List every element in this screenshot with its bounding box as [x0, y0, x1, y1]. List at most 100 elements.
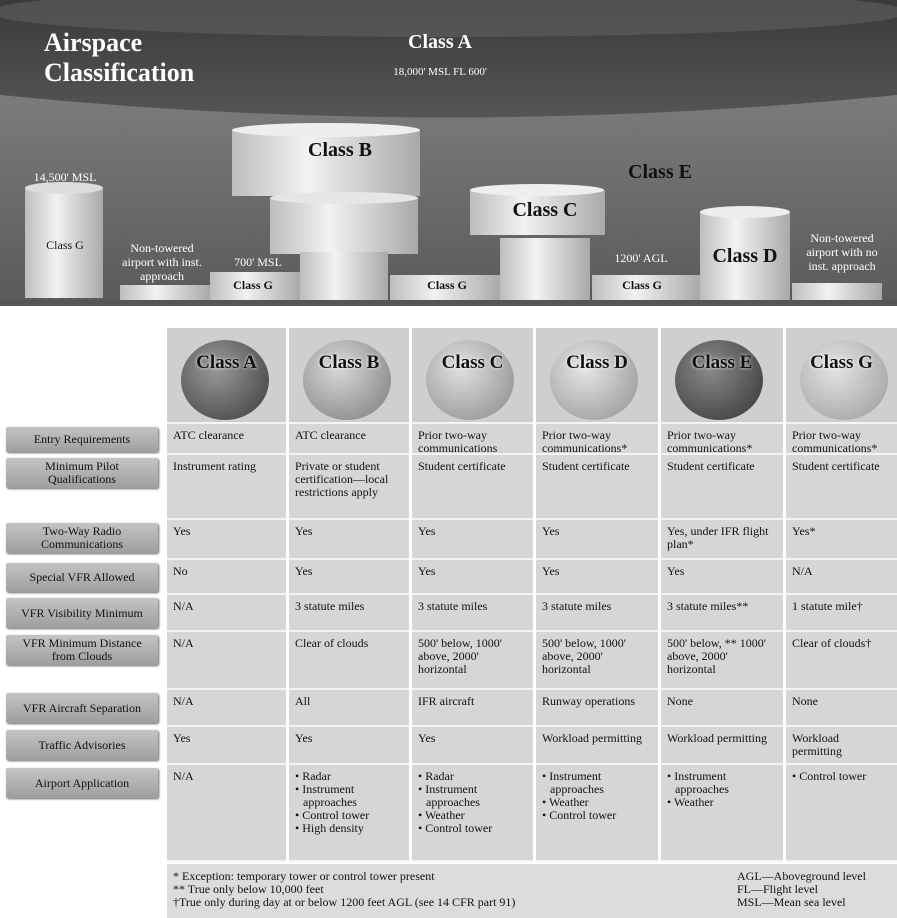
table-cell: 500' below, 1000' above, 2000' horizonta…	[536, 632, 658, 690]
table-cell: Yes	[289, 560, 409, 595]
table-cell: Workload permitting	[661, 727, 783, 765]
table-cell: None	[661, 690, 783, 727]
column-title: Class D	[566, 352, 628, 373]
table-cell: Yes	[412, 520, 533, 560]
column-header: Class C	[412, 328, 533, 424]
table-cell: Yes	[536, 520, 658, 560]
column-title: Class A	[196, 352, 257, 373]
table-cell: • Instrument approaches • Weather • Contro…	[536, 765, 658, 862]
column-title: Class C	[441, 352, 504, 373]
diagram-label: Class E	[628, 161, 692, 183]
diagram-label: 14,500' MSL	[33, 170, 97, 184]
list-item: • Weather	[542, 795, 589, 809]
table-cell: 3 statute miles	[536, 595, 658, 632]
class-icon	[426, 340, 514, 420]
column-title: Class G	[810, 352, 873, 373]
list-item: • Weather	[667, 795, 714, 809]
table-cell: N/A	[167, 632, 286, 690]
column-header: Class E	[661, 328, 783, 424]
diagram-label: Class G	[622, 278, 662, 292]
column-title: Class E	[691, 352, 753, 373]
footnote: AGL—Aboveground level	[737, 869, 866, 883]
table-cell: N/A	[167, 595, 286, 632]
diagram-label: Class A	[408, 31, 472, 53]
table-cell: IFR aircraft	[412, 690, 533, 727]
table-cell: ATC clearance	[167, 424, 286, 455]
column-header: Class A	[167, 328, 286, 424]
footnote: * Exception: temporary tower or control …	[173, 869, 435, 883]
list-item: • Control tower	[295, 808, 370, 822]
table-cell: ATC clearance	[289, 424, 409, 455]
list-item: • Weather	[418, 808, 465, 822]
row-label: VFR Aircraft Separation	[6, 693, 158, 723]
footnotes-right: AGL—Aboveground level FL—Flight level MSL—…	[737, 870, 866, 909]
table-cell: Student certificate	[661, 455, 783, 520]
row-label: VFR Visibility Minimum	[6, 598, 158, 628]
table-cell: Workload permitting	[786, 727, 897, 765]
list-item: • Control tower	[542, 808, 617, 822]
list-item: • Radar	[295, 769, 331, 783]
diagram-label: Non-towered airport with inst. approach	[122, 241, 202, 283]
diagram-label: Non-towered airport with no inst. approa…	[806, 231, 878, 273]
footnote: MSL—Mean sea level	[737, 895, 846, 909]
table-cell: Clear of clouds	[289, 632, 409, 690]
table-cell: Yes, under IFR flight plan*	[661, 520, 783, 560]
table-cell: Student certificate	[412, 455, 533, 520]
table-cell: • Radar • Instrument approaches • Control …	[289, 765, 409, 862]
list-item: • Instrument approaches	[667, 769, 729, 796]
table-cell: Yes	[167, 520, 286, 560]
table-cell: • Instrument approaches • Weather	[661, 765, 783, 862]
list-item: • Control tower	[418, 821, 493, 835]
list-item: • Instrument approaches	[542, 769, 604, 796]
diagram-label: Class G	[46, 238, 84, 252]
class-icon	[303, 340, 391, 420]
diagram-label: Class C	[512, 199, 578, 221]
diagram-title: Airspace Classification	[44, 28, 195, 87]
row-label: Airport Application	[6, 768, 158, 798]
diagram-label: Class G	[427, 278, 467, 292]
table-cell: • Control tower	[786, 765, 897, 862]
class-icon	[550, 340, 638, 420]
list-item: • Instrument approaches	[295, 782, 357, 809]
row-label: Two-Way Radio Communications	[6, 523, 158, 553]
table-cell: N/A	[786, 560, 897, 595]
table-cell: 500' below, ** 1000' above, 2000' horizo…	[661, 632, 783, 690]
table-cell: 3 statute miles**	[661, 595, 783, 632]
table-cell: Student certificate	[786, 455, 897, 520]
footnotes-left: * Exception: temporary tower or control …	[173, 870, 515, 909]
table-cell: Yes	[412, 560, 533, 595]
footnote-box: * Exception: temporary tower or control …	[167, 864, 897, 918]
table-cell: Yes	[167, 727, 286, 765]
column-title: Class B	[318, 352, 380, 373]
table-cell: Student certificate	[536, 455, 658, 520]
table-cell: Instrument rating	[167, 455, 286, 520]
class-icon	[181, 340, 269, 420]
row-label: Traffic Advisories	[6, 730, 158, 760]
column-header: Class B	[289, 328, 409, 424]
cylinders	[0, 123, 897, 306]
class-a-top	[0, 0, 897, 37]
row-label: Special VFR Allowed	[6, 563, 158, 592]
list-item: • High density	[295, 821, 364, 835]
table-cell: Prior two-way communications	[412, 424, 533, 455]
table-cell: Yes*	[786, 520, 897, 560]
table-cell: 1 statute mile†	[786, 595, 897, 632]
table-cell: Prior two-way communications*	[661, 424, 783, 455]
diagram-label: Class B	[308, 139, 372, 161]
row-label: Minimum Pilot Qualifications	[6, 458, 158, 488]
list-item: • Control tower	[792, 769, 867, 783]
airspace-diagram	[0, 0, 897, 306]
table-cell: Workload permitting	[536, 727, 658, 765]
diagram-label: 18,000' MSL FL 600'	[393, 66, 487, 78]
table-cell: Yes	[536, 560, 658, 595]
diagram-label: Class G	[233, 278, 273, 292]
table-cell: Prior two-way communications*	[786, 424, 897, 455]
table-cell: 500' below, 1000' above, 2000' horizonta…	[412, 632, 533, 690]
footnote: †True only during day at or below 1200 f…	[173, 895, 516, 909]
table-cell: 3 statute miles	[289, 595, 409, 632]
class-icon	[675, 340, 763, 420]
table-cell: Yes	[289, 520, 409, 560]
row-label: VFR Minimum Distance from Clouds	[6, 635, 158, 665]
table-cell: Yes	[289, 727, 409, 765]
